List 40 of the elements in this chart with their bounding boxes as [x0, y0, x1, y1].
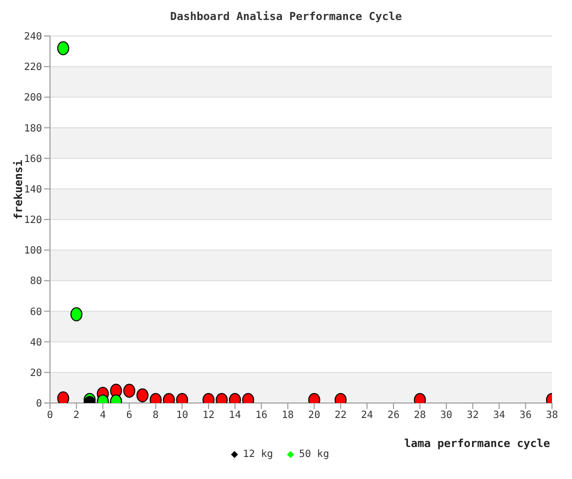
x-tick-label: 34 [493, 410, 506, 422]
x-tick-label: 2 [73, 410, 80, 422]
y-tick-label: 120 [24, 215, 42, 226]
x-tick-label: 12 [202, 410, 215, 422]
y-tick-label: 240 [24, 32, 42, 43]
x-tick-label: 20 [308, 410, 320, 422]
x-tick-label: 10 [176, 410, 188, 422]
x-tick-label: 22 [334, 410, 347, 422]
y-tick-label: 40 [30, 337, 42, 348]
point [57, 391, 70, 403]
y-tick-label: 220 [24, 62, 42, 74]
point [57, 41, 70, 56]
x-tick-label: 28 [414, 410, 426, 422]
x-tick-label: 16 [255, 410, 268, 422]
x-axis-title: lama performance cycle [404, 437, 550, 450]
x-tick-label: 38 [546, 410, 558, 422]
x-tick-label: 4 [100, 410, 106, 422]
y-tick-label: 200 [24, 92, 42, 104]
y-tick-label: 20 [30, 368, 42, 379]
y-tick-label: 160 [24, 154, 42, 165]
y-tick-label: 100 [24, 246, 42, 257]
x-tick-label: 14 [228, 410, 241, 422]
legend-label: 50 kg [299, 449, 330, 460]
x-tick-label: 8 [152, 410, 159, 422]
x-tick-label: 24 [361, 410, 374, 422]
y-tick-label: 140 [24, 184, 42, 196]
y-tick-label: 80 [30, 276, 42, 288]
x-tick-label: 36 [520, 410, 532, 422]
x-tick-label: 30 [440, 410, 452, 422]
x-tick-label: 0 [46, 410, 54, 422]
chart-title: Dashboard Analisa Performance Cycle [169, 9, 403, 25]
x-tick-label: 26 [387, 410, 400, 422]
x-tick-label: 18 [282, 410, 294, 422]
y-tick-label: 0 [36, 398, 42, 410]
y-tick-label: 180 [24, 123, 42, 134]
y-axis-title: frekuensi [12, 160, 25, 220]
legend-label: 12 kg [242, 449, 273, 460]
y-tick-label: 60 [30, 306, 42, 318]
x-tick-label: 6 [126, 410, 132, 422]
x-tick-label: 32 [466, 410, 479, 422]
